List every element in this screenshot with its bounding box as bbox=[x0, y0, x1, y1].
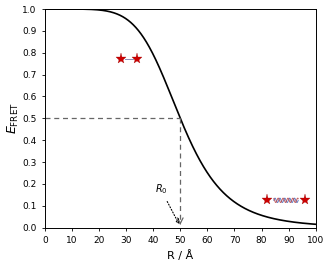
Y-axis label: $E_{\mathrm{FRET}}$: $E_{\mathrm{FRET}}$ bbox=[6, 103, 21, 134]
X-axis label: R / Å: R / Å bbox=[167, 250, 193, 261]
Text: $R_0$: $R_0$ bbox=[154, 183, 179, 223]
